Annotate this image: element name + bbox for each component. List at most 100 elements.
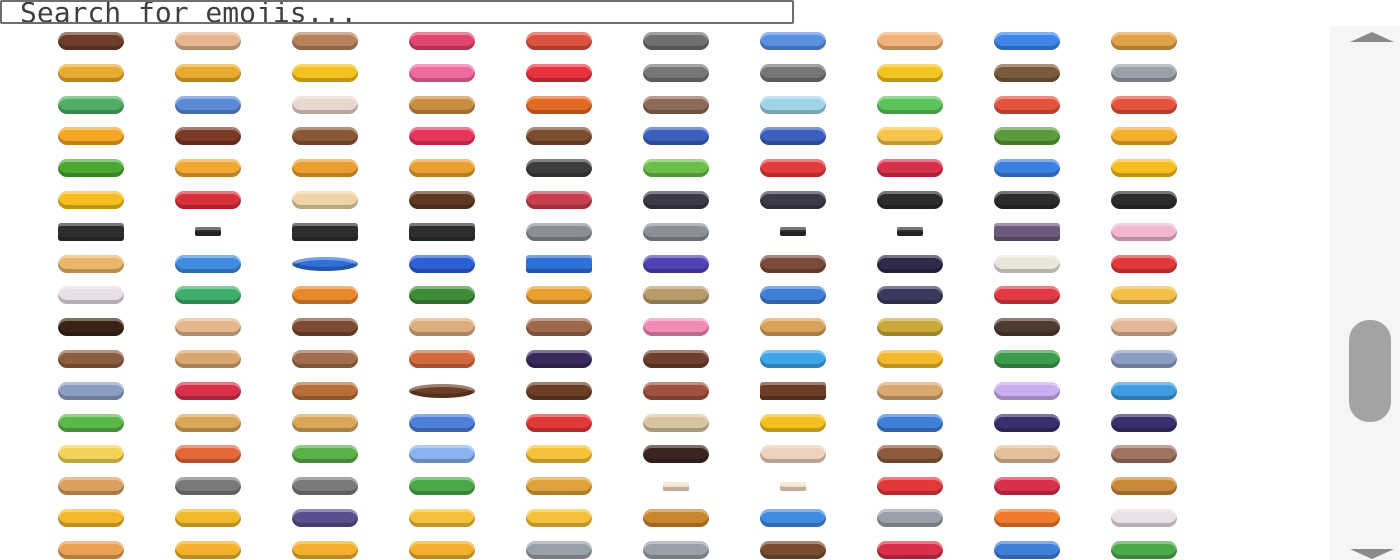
baguette-icon[interactable] bbox=[1108, 29, 1180, 53]
call-me-hand-icon[interactable] bbox=[523, 442, 595, 466]
black-heart-icon[interactable] bbox=[1108, 188, 1180, 212]
carrot-icon[interactable] bbox=[991, 506, 1063, 530]
bug-icon[interactable] bbox=[55, 411, 127, 435]
bear-icon[interactable] bbox=[289, 124, 361, 148]
ballot-box-icon[interactable] bbox=[757, 61, 829, 85]
pen-nib-icon[interactable] bbox=[523, 220, 595, 244]
camping-icon[interactable] bbox=[406, 474, 478, 498]
breast-feeding-icon[interactable] bbox=[55, 347, 127, 371]
call-me-hand-icon[interactable] bbox=[991, 442, 1063, 466]
bald-head-icon[interactable] bbox=[289, 61, 361, 85]
call-me-hand-icon[interactable] bbox=[1108, 442, 1180, 466]
camel-icon[interactable] bbox=[55, 474, 127, 498]
candle-icon[interactable] bbox=[640, 474, 712, 498]
blowfish-icon[interactable] bbox=[55, 252, 127, 276]
bubble-tea-icon[interactable] bbox=[874, 379, 946, 403]
bed-icon[interactable] bbox=[640, 124, 712, 148]
black-small-square-icon[interactable] bbox=[757, 220, 829, 244]
bell-pepper-icon[interactable] bbox=[55, 156, 127, 180]
billed-cap-icon[interactable] bbox=[991, 156, 1063, 180]
black-square-icon[interactable] bbox=[289, 220, 361, 244]
books-icon[interactable] bbox=[172, 283, 244, 307]
broken-heart-icon[interactable] bbox=[172, 379, 244, 403]
beverage-box-icon[interactable] bbox=[640, 156, 712, 180]
boar-icon[interactable] bbox=[757, 252, 829, 276]
bottle-popping-cork-icon[interactable] bbox=[406, 283, 478, 307]
card-index-icon[interactable] bbox=[406, 506, 478, 530]
beach-umbrella-icon[interactable] bbox=[991, 93, 1063, 117]
brick-icon[interactable] bbox=[406, 347, 478, 371]
bust-in-silhouette-icon[interactable] bbox=[991, 411, 1063, 435]
bubbles-icon[interactable] bbox=[991, 379, 1063, 403]
black-square-icon[interactable] bbox=[55, 220, 127, 244]
scroll-up-arrow-icon[interactable] bbox=[1350, 32, 1394, 42]
biohazard-icon[interactable] bbox=[55, 188, 127, 212]
bomb-icon[interactable] bbox=[874, 252, 946, 276]
call-me-hand-icon[interactable] bbox=[757, 442, 829, 466]
battery-icon[interactable] bbox=[874, 93, 946, 117]
bird-icon[interactable] bbox=[172, 188, 244, 212]
breast-feeding-icon[interactable] bbox=[289, 347, 361, 371]
bank-icon[interactable] bbox=[1108, 61, 1180, 85]
medium-skin-hand-icon[interactable] bbox=[289, 29, 361, 53]
blue-circle-icon[interactable] bbox=[289, 252, 361, 276]
badger-icon[interactable] bbox=[640, 29, 712, 53]
camping-icon[interactable] bbox=[523, 474, 595, 498]
bellhop-bell-icon[interactable] bbox=[289, 156, 361, 180]
bus-icon[interactable] bbox=[757, 411, 829, 435]
bison-icon[interactable] bbox=[406, 188, 478, 212]
call-me-hand-icon[interactable] bbox=[640, 442, 712, 466]
black-bird-icon[interactable] bbox=[640, 188, 712, 212]
breast-feeding-icon[interactable] bbox=[874, 315, 946, 339]
breast-feeding-icon[interactable] bbox=[991, 315, 1063, 339]
black-square-icon[interactable] bbox=[406, 220, 478, 244]
baggage-claim-icon[interactable] bbox=[991, 29, 1063, 53]
brown-circle-icon[interactable] bbox=[406, 379, 478, 403]
barber-pole-icon[interactable] bbox=[172, 93, 244, 117]
chart-increasing-icon[interactable] bbox=[991, 538, 1063, 560]
building-construction-icon[interactable] bbox=[289, 411, 361, 435]
camera-with-flash-icon[interactable] bbox=[289, 474, 361, 498]
boxing-glove-icon[interactable] bbox=[991, 283, 1063, 307]
brown-heart-icon[interactable] bbox=[523, 379, 595, 403]
brain-icon[interactable] bbox=[640, 315, 712, 339]
card-file-box-icon[interactable] bbox=[55, 506, 127, 530]
boy-dark-skin-icon[interactable] bbox=[55, 315, 127, 339]
card-file-box-icon[interactable] bbox=[172, 506, 244, 530]
heart-icon[interactable] bbox=[406, 124, 478, 148]
balance-scale-icon[interactable] bbox=[55, 61, 127, 85]
emoji-search-input[interactable] bbox=[0, 0, 794, 24]
banjo-icon[interactable] bbox=[991, 61, 1063, 85]
bullseye-icon[interactable] bbox=[523, 411, 595, 435]
cat-face-icon[interactable] bbox=[172, 538, 244, 560]
bus-stop-icon[interactable] bbox=[874, 411, 946, 435]
bookmark-icon[interactable] bbox=[1108, 252, 1180, 276]
call-me-hand-icon[interactable] bbox=[874, 442, 946, 466]
backpack-icon[interactable] bbox=[406, 29, 478, 53]
scrollbar-thumb[interactable] bbox=[1349, 320, 1391, 422]
broken-chain-icon[interactable] bbox=[1108, 347, 1180, 371]
broccoli-icon[interactable] bbox=[991, 347, 1063, 371]
bento-box-icon[interactable] bbox=[523, 156, 595, 180]
biohazard-icon[interactable] bbox=[1108, 156, 1180, 180]
candle-icon[interactable] bbox=[757, 474, 829, 498]
blossom-icon[interactable] bbox=[1108, 220, 1180, 244]
black-small-square-icon[interactable] bbox=[172, 220, 244, 244]
bathtub-icon[interactable] bbox=[757, 93, 829, 117]
beer-mug-icon[interactable] bbox=[874, 124, 946, 148]
basket-icon[interactable] bbox=[406, 93, 478, 117]
bridge-at-night-icon[interactable] bbox=[523, 347, 595, 371]
bagel-icon[interactable] bbox=[874, 29, 946, 53]
carousel-horse-icon[interactable] bbox=[640, 506, 712, 530]
bikini-icon[interactable] bbox=[874, 156, 946, 180]
bright-button-icon[interactable] bbox=[874, 347, 946, 371]
boy-icon[interactable] bbox=[1108, 283, 1180, 307]
bow-and-arrow-icon[interactable] bbox=[640, 283, 712, 307]
burrito-icon[interactable] bbox=[640, 411, 712, 435]
castle-icon[interactable] bbox=[1108, 506, 1180, 530]
calendar-icon[interactable] bbox=[406, 442, 478, 466]
lips-icon[interactable] bbox=[523, 188, 595, 212]
briefcase-icon[interactable] bbox=[640, 347, 712, 371]
bed-icon[interactable] bbox=[757, 124, 829, 148]
beans-icon[interactable] bbox=[172, 124, 244, 148]
